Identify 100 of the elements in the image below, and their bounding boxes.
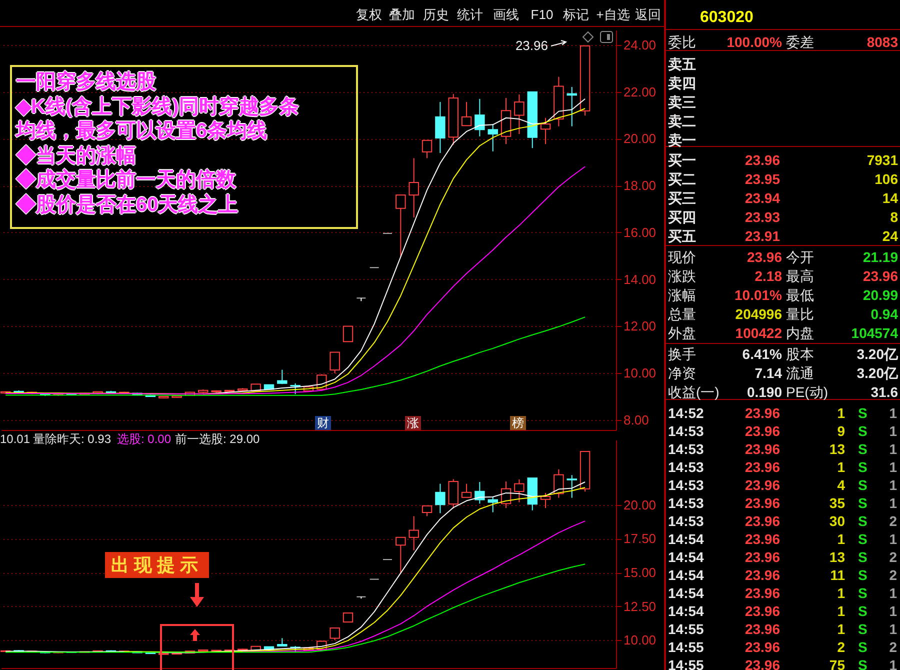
text: 23.96 <box>744 657 780 670</box>
text: S <box>858 657 868 670</box>
text: 复权 <box>356 7 382 22</box>
annotation: 量除昨天: 0.93 <box>33 432 112 446</box>
annotation: ◆成交量比前一天的倍数 <box>16 169 236 191</box>
text: 2 <box>889 639 897 655</box>
annotation: 选股: 0.00 <box>117 432 172 446</box>
text: 23.96 <box>744 513 780 529</box>
text: 买三 <box>668 190 696 206</box>
text: 21.19 <box>862 249 898 265</box>
text: 卖五 <box>668 56 696 72</box>
text: 2 <box>889 513 897 529</box>
text: 204996 <box>735 306 782 322</box>
text: 23.96 <box>744 423 780 439</box>
text: 买四 <box>668 209 696 225</box>
text: 14:54 <box>668 603 704 619</box>
annotation: 榜 <box>510 416 526 430</box>
text: 603020 <box>700 9 754 26</box>
text: 3.20亿 <box>856 365 898 381</box>
y-tick-label: 18.00 <box>624 178 656 194</box>
text: S <box>858 549 868 565</box>
text: 2.18 <box>754 268 782 284</box>
text: 100.00% <box>726 34 782 50</box>
text: 1 <box>837 603 845 619</box>
text: 量比 <box>786 306 814 322</box>
text: S <box>858 495 868 511</box>
text: 10.01% <box>734 287 782 303</box>
text: S <box>858 513 868 529</box>
text: S <box>858 639 868 655</box>
text: 历史 <box>423 7 449 22</box>
text: 涨幅 <box>668 287 696 303</box>
annotation: 23.96 <box>515 38 548 53</box>
text: 23.96 <box>744 567 780 583</box>
text: 0.190 <box>746 384 782 400</box>
text: 今开 <box>786 249 814 265</box>
text: 14:53 <box>668 513 704 529</box>
text: 涨跌 <box>668 268 696 284</box>
text: F10 <box>530 7 554 22</box>
text: 返回 <box>635 7 661 22</box>
text: 100422 <box>735 325 782 341</box>
text: 卖四 <box>668 75 696 91</box>
y-tick-label: 17.50 <box>624 531 656 546</box>
text: 13 <box>829 549 845 565</box>
y-tick-label: 24.00 <box>624 37 656 52</box>
text: 1 <box>889 585 897 601</box>
text: 7.14 <box>754 365 782 381</box>
text: 卖二 <box>668 113 696 129</box>
text: S <box>858 567 868 583</box>
text: 卖三 <box>668 94 696 110</box>
text: 14:54 <box>668 549 704 565</box>
text: S <box>858 603 868 619</box>
text: 7931 <box>866 152 898 168</box>
annotation: ◆当天的涨幅 <box>16 145 136 167</box>
text: 最高 <box>786 268 814 284</box>
text: 23.96 <box>744 495 780 511</box>
text: 1 <box>837 621 845 637</box>
text: 75 <box>829 657 845 670</box>
text: 1 <box>889 423 897 439</box>
y-tick-label: 20.00 <box>624 131 656 146</box>
text: 委比 <box>668 34 696 50</box>
text: 24 <box>882 228 898 244</box>
text: 委差 <box>786 34 814 50</box>
text: S <box>858 441 868 457</box>
y-tick-label: 16.00 <box>624 224 656 240</box>
text: 统计 <box>457 7 483 22</box>
text: 1 <box>889 657 897 670</box>
text: 23.96 <box>744 477 780 493</box>
text: 30 <box>829 513 845 529</box>
text: 6.41% <box>742 346 782 362</box>
text: 最低 <box>786 287 814 303</box>
annotation: 均线，最多可以设置6条均线 <box>16 120 268 142</box>
text: 3.20亿 <box>856 346 898 362</box>
text: 23.96 <box>744 531 780 547</box>
text: 标记 <box>563 7 589 22</box>
text: 23.94 <box>744 190 780 206</box>
text: 收益(一) <box>668 384 720 400</box>
text: 14:53 <box>668 477 704 493</box>
text: 14:53 <box>668 495 704 511</box>
text: 23.96 <box>744 639 780 655</box>
text: 8083 <box>866 34 898 50</box>
annotation: 前一选股: 29.00 <box>175 432 260 446</box>
text: 31.6 <box>870 384 898 400</box>
text: PE(动) <box>786 384 828 400</box>
text: 2 <box>837 639 845 655</box>
text: 14:55 <box>668 657 704 670</box>
annotation: 涨 <box>405 416 421 430</box>
text: 23.96 <box>744 621 780 637</box>
text: 0.94 <box>870 306 898 322</box>
text: 外盘 <box>668 325 696 341</box>
text: 2 <box>889 549 897 565</box>
text: 买二 <box>668 171 696 187</box>
text: 14:53 <box>668 459 704 475</box>
text: +自选 <box>596 7 630 22</box>
text: 23.96 <box>746 249 782 265</box>
text: 14:54 <box>668 531 704 547</box>
text: 现价 <box>668 249 696 265</box>
text: 4 <box>837 477 845 493</box>
text: 股本 <box>786 346 814 362</box>
text: 14:53 <box>668 423 704 439</box>
text: 14 <box>882 190 898 206</box>
